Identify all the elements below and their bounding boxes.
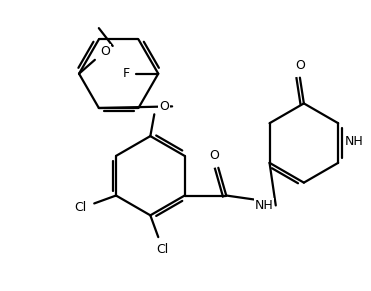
- Text: O: O: [295, 59, 305, 72]
- Text: O: O: [159, 100, 169, 113]
- Text: NH: NH: [255, 199, 273, 212]
- Text: NH: NH: [345, 134, 363, 148]
- Text: F: F: [123, 67, 130, 80]
- Text: O: O: [100, 45, 110, 58]
- Text: Cl: Cl: [156, 242, 168, 255]
- Text: O: O: [209, 149, 219, 162]
- Text: Cl: Cl: [74, 201, 86, 214]
